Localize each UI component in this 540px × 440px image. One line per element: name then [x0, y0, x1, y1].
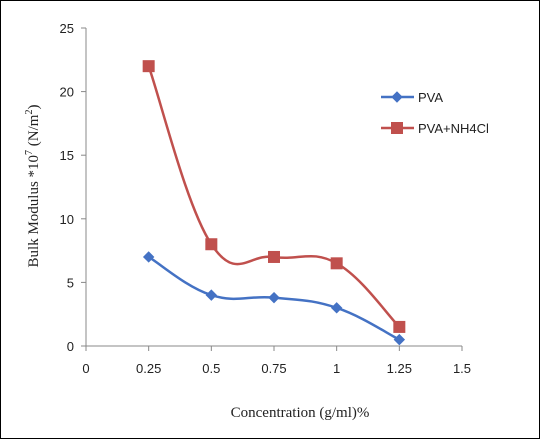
y-axis-title-unit-exp: 2	[24, 110, 35, 115]
series-line	[147, 65, 401, 328]
x-axis-title: Concentration (g/ml)%	[231, 405, 370, 421]
series-2	[142, 60, 406, 333]
square-point	[142, 60, 155, 73]
legend-item: PVA+NH4Cl	[381, 121, 489, 136]
x-tick-label: 0.25	[136, 361, 161, 376]
y-axis-title-close: )	[26, 105, 42, 110]
legend-marker	[391, 122, 403, 134]
legend: PVA PVA+NH4Cl	[381, 90, 489, 136]
diamond-point	[393, 333, 406, 346]
legend-label: PVA+NH4Cl	[418, 121, 489, 136]
y-tick-label: 10	[60, 212, 74, 227]
square-point	[268, 250, 280, 263]
square-point	[330, 257, 343, 270]
y-axis-title: Bulk Modulus *107 (N/m2)	[24, 105, 42, 268]
x-tick-label: 1	[333, 361, 340, 376]
x-tick-label: 1.5	[453, 361, 471, 376]
x-tick-label: 1.25	[387, 361, 412, 376]
series-layer	[142, 60, 406, 346]
legend-label: PVA	[418, 90, 443, 105]
y-tick-label: 5	[67, 275, 74, 290]
x-tick-label: 0.5	[202, 361, 220, 376]
y-tick-label: 20	[60, 85, 74, 100]
y-axis-title-exp: 7	[24, 150, 35, 155]
x-tick-label: 0	[82, 361, 89, 376]
square-point	[205, 238, 218, 251]
square-point	[393, 320, 406, 333]
legend-item: PVA	[381, 90, 443, 105]
y-tick-label: 25	[60, 21, 74, 36]
y-tick-label: 15	[60, 148, 74, 163]
diamond-point	[142, 251, 155, 263]
series-1	[142, 251, 406, 346]
diamond-point	[268, 291, 280, 304]
x-tick-label: 0.75	[261, 361, 286, 376]
y-ticks: 0 5 10 15 20 25	[60, 21, 86, 354]
y-tick-label: 0	[67, 339, 74, 354]
x-ticks: 0 0.25 0.5 0.75 1 1.25 1.5	[82, 346, 471, 376]
diamond-point	[330, 302, 343, 314]
diamond-point	[205, 289, 218, 301]
legend-marker	[391, 91, 403, 103]
y-axis-title-unit: (N/m	[26, 114, 42, 150]
y-axis-title-main: Bulk Modulus *10	[26, 155, 42, 268]
